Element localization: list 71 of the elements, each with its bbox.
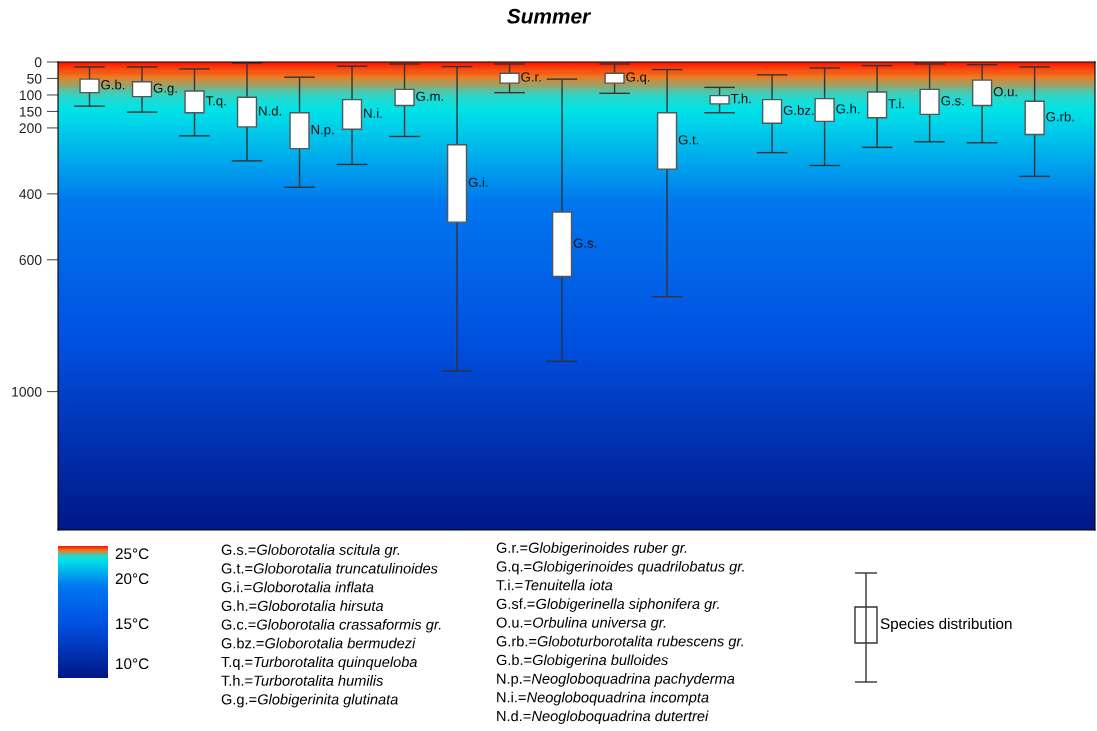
text: T.h.=Turborotalita humilis xyxy=(221,675,384,686)
x-tick-label: G.q. xyxy=(626,72,650,85)
text: G.c.=Globorotalia crassaformis gr. xyxy=(221,619,441,633)
text: G.i.=Globorotalia inflata xyxy=(221,581,374,593)
bar xyxy=(709,94,730,105)
text: G.bz.=Globorotalia bermudezi xyxy=(221,637,416,649)
bar xyxy=(79,78,100,94)
x-tick-label: O.u. xyxy=(993,87,1017,97)
bar xyxy=(919,88,940,116)
text: N.d.=Neogloboquadrina dutertrei xyxy=(497,710,709,725)
y-tick-label: 150 xyxy=(19,106,42,117)
bar xyxy=(289,112,310,150)
bar xyxy=(394,88,415,107)
chart-title: Summer xyxy=(507,8,592,24)
text: O.u.=Orbulina universa gr. xyxy=(496,617,666,631)
x-tick-label: G.rb. xyxy=(1046,111,1074,122)
x-tick-label: G.s. xyxy=(941,96,964,106)
bar xyxy=(184,90,205,114)
x-tick-label: N.i. xyxy=(364,108,382,118)
x-tick-label: G.m. xyxy=(416,91,443,101)
x-tick-label: G.bz. xyxy=(783,105,814,115)
text: G.h.=Globorotalia hirsuta xyxy=(221,600,384,612)
text: 25°C xyxy=(115,548,149,560)
text: G.b.=Globigerina bulloides xyxy=(496,654,669,668)
text: G.r.=Globigerinoides ruber gr. xyxy=(496,542,687,556)
bar xyxy=(656,112,678,170)
x-tick-label: G.i. xyxy=(468,177,488,187)
bar xyxy=(446,144,468,223)
text: T.i.=Tenuitella iota xyxy=(496,579,613,591)
text: G.q.=Globigerinoides quadrilobatus gr. xyxy=(496,560,744,575)
text: Species distribution xyxy=(880,617,1012,633)
x-tick-label: N.p. xyxy=(311,125,334,137)
bar xyxy=(131,81,153,98)
y-tick-label: 1000 xyxy=(12,386,42,397)
text: G.s.=Globorotalia scitula gr. xyxy=(221,544,400,558)
text: N.p.=Neogloboquadrina pachyderma xyxy=(497,673,735,687)
bar xyxy=(971,79,993,107)
x-tick-label: T.q. xyxy=(205,96,226,109)
y-tick-label: 50 xyxy=(27,73,42,84)
y-tick-label: 400 xyxy=(19,189,42,199)
x-tick-label: G.b. xyxy=(101,79,125,90)
y-tick-label: 200 xyxy=(19,123,42,134)
text: G.sf.=Globigerinella siphonifera gr. xyxy=(496,598,719,612)
bar xyxy=(1024,100,1045,136)
x-tick-label: G.g. xyxy=(153,83,177,96)
bar xyxy=(761,98,783,124)
text: 15°C xyxy=(116,618,149,630)
text: 20°C xyxy=(115,573,149,585)
text: G.g.=Globigerinita glutinata xyxy=(221,693,398,708)
text: N.i.=Neogloboquadrina incompta xyxy=(497,691,709,706)
bar xyxy=(341,98,363,130)
x-tick-label: G.r. xyxy=(521,72,541,82)
bar xyxy=(499,72,520,84)
y-tick-label: 100 xyxy=(19,90,42,101)
text: 10°C xyxy=(116,658,149,670)
y-tick-label: 0 xyxy=(34,57,42,68)
x-tick-label: G.t. xyxy=(678,135,699,145)
text: G.rb.=Globoturborotalita rubescens gr. xyxy=(496,635,743,650)
x-tick-label: G.s. xyxy=(573,238,597,248)
bar xyxy=(866,91,888,119)
bar xyxy=(814,97,835,123)
bar xyxy=(236,96,258,128)
text: T.q.=Turborotalita quinqueloba xyxy=(221,656,417,670)
y-tick-label: 600 xyxy=(19,255,42,265)
text: G.t.=Globorotalia truncatulinoides xyxy=(221,562,438,574)
bar xyxy=(604,72,625,84)
x-tick-label: T.h. xyxy=(730,93,751,104)
x-tick-label: N.d. xyxy=(259,105,282,116)
x-tick-label: T.i. xyxy=(888,98,904,109)
bar xyxy=(551,211,573,278)
x-tick-label: G.h. xyxy=(836,103,860,114)
